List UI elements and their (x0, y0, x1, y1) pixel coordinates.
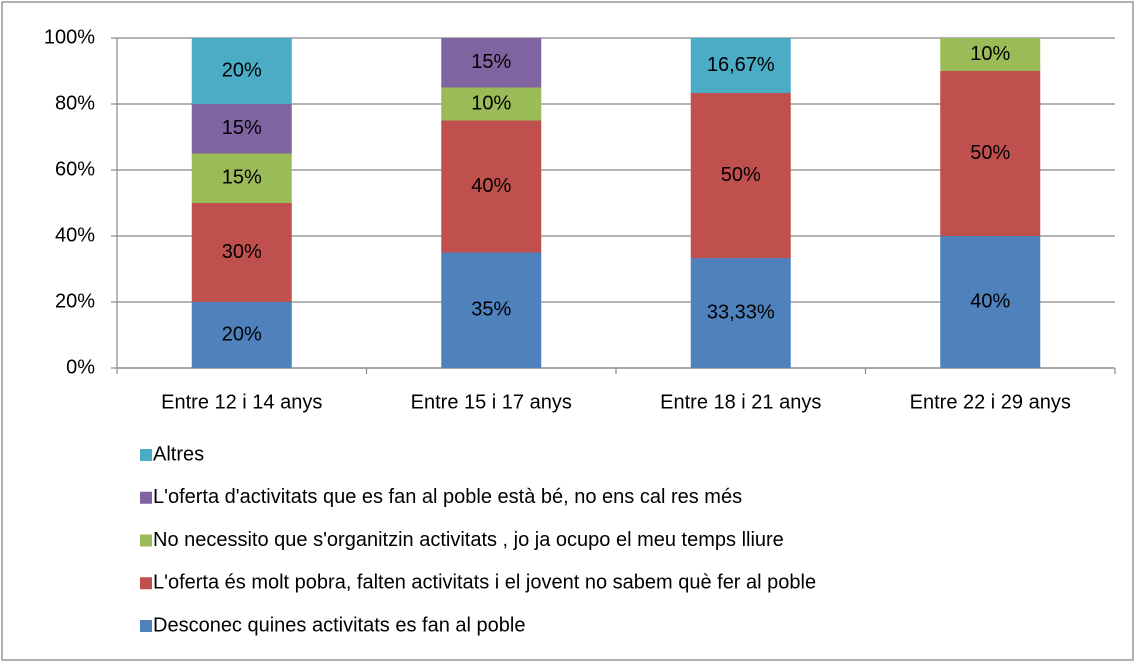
x-tick-label: Entre 22 i 29 anys (910, 391, 1071, 413)
bar-segment (940, 71, 1041, 236)
value-label: 20% (222, 59, 262, 81)
legend-label: L'oferta és molt pobra, falten activitat… (153, 572, 816, 594)
value-label: 16,67% (707, 54, 775, 76)
value-label: 15% (222, 167, 262, 189)
value-label: 33,33% (707, 301, 775, 323)
y-tick-label: 100% (44, 26, 95, 48)
legend-swatch (140, 620, 152, 632)
legend-swatch (140, 534, 152, 547)
value-label: 50% (721, 164, 761, 186)
y-tick-label: 80% (55, 92, 95, 114)
value-label: 40% (970, 290, 1010, 312)
bar-segment (690, 258, 791, 368)
legend-swatch (140, 577, 152, 590)
legend-swatch (140, 449, 152, 461)
bar-segment (191, 302, 292, 368)
value-label: 15% (222, 117, 262, 139)
y-tick-label: 0% (66, 356, 95, 378)
bar-segment (690, 38, 791, 94)
bar-segment (191, 203, 292, 302)
x-tick-label: Entre 12 i 14 anys (161, 391, 322, 413)
value-label: 10% (970, 43, 1010, 65)
bar-segment (441, 38, 542, 88)
value-label: 20% (222, 323, 262, 345)
value-label: 50% (970, 142, 1010, 164)
bar-segment (940, 236, 1041, 368)
bar-segment (690, 93, 791, 259)
legend-label: L'oferta d'activitats que es fan al pobl… (153, 486, 742, 508)
value-label: 40% (471, 175, 511, 197)
legend-swatch (140, 491, 152, 504)
legend-label: Desconec quines activitats es fan al pob… (153, 614, 525, 636)
x-tick-label: Entre 15 i 17 anys (411, 391, 572, 413)
y-tick-label: 40% (55, 224, 95, 246)
y-tick-label: 60% (55, 158, 95, 180)
value-label: 30% (222, 241, 262, 263)
value-label: 35% (471, 299, 511, 321)
legend-label: Altres (153, 443, 204, 465)
bar-segment (441, 252, 542, 368)
value-label: 15% (471, 51, 511, 73)
bar-segment (441, 87, 542, 121)
x-tick-label: Entre 18 i 21 anys (660, 391, 821, 413)
value-label: 10% (471, 92, 511, 114)
bar-segment (191, 104, 292, 154)
bar-segment (441, 120, 542, 253)
bar-segment (191, 38, 292, 104)
bar-segment (940, 38, 1041, 71)
y-tick-label: 20% (55, 290, 95, 312)
bar-segment (191, 153, 292, 203)
legend-label: No necessito que s'organitzin activitats… (153, 529, 784, 551)
